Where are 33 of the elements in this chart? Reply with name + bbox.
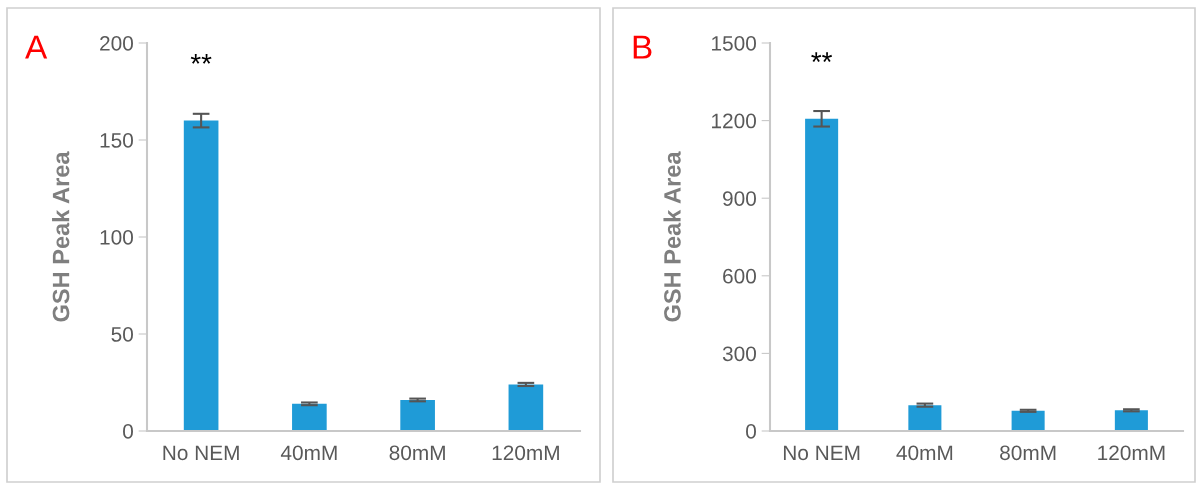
y-tick-label: 1500: [712, 36, 756, 51]
y-tick-label: 600: [723, 268, 756, 284]
x-tick-label: 120mM: [492, 445, 559, 461]
y-tick-label: 200: [100, 36, 133, 51]
bar: [183, 120, 219, 431]
x-tick-label: No NEM: [783, 445, 860, 461]
y-tick-label: 50: [111, 327, 133, 342]
x-tick-label: 40mM: [896, 445, 953, 461]
x-tick-label: 40mM: [280, 445, 337, 461]
bar: [292, 403, 327, 431]
bar: [508, 384, 544, 431]
x-tick-label: 80mM: [389, 445, 445, 461]
bar: [1011, 410, 1045, 431]
y-tick-label: 900: [723, 191, 756, 206]
y-tick-label: 0: [123, 424, 133, 439]
y-axis-title: GSH Peak Area: [663, 151, 681, 322]
bar: [400, 399, 435, 431]
x-tick-label: No NEM: [163, 445, 239, 461]
bar: [805, 118, 839, 431]
y-tick-label: 300: [722, 346, 756, 362]
y-tick-label: 100: [100, 230, 133, 245]
y-tick-label: 1200: [712, 113, 756, 129]
x-tick-label: 80mM: [1000, 445, 1056, 461]
text: A: [25, 35, 48, 59]
y-tick-label: 0: [746, 424, 756, 439]
y-tick-label: 150: [100, 133, 133, 148]
bar: [1114, 410, 1148, 431]
y-axis-title: GSH Peak Area: [52, 151, 70, 322]
x-tick-label: 120mM: [1098, 445, 1165, 461]
annotation: **: [190, 54, 212, 64]
text: B: [633, 35, 652, 59]
annotation: **: [811, 52, 832, 62]
bar: [908, 405, 942, 431]
